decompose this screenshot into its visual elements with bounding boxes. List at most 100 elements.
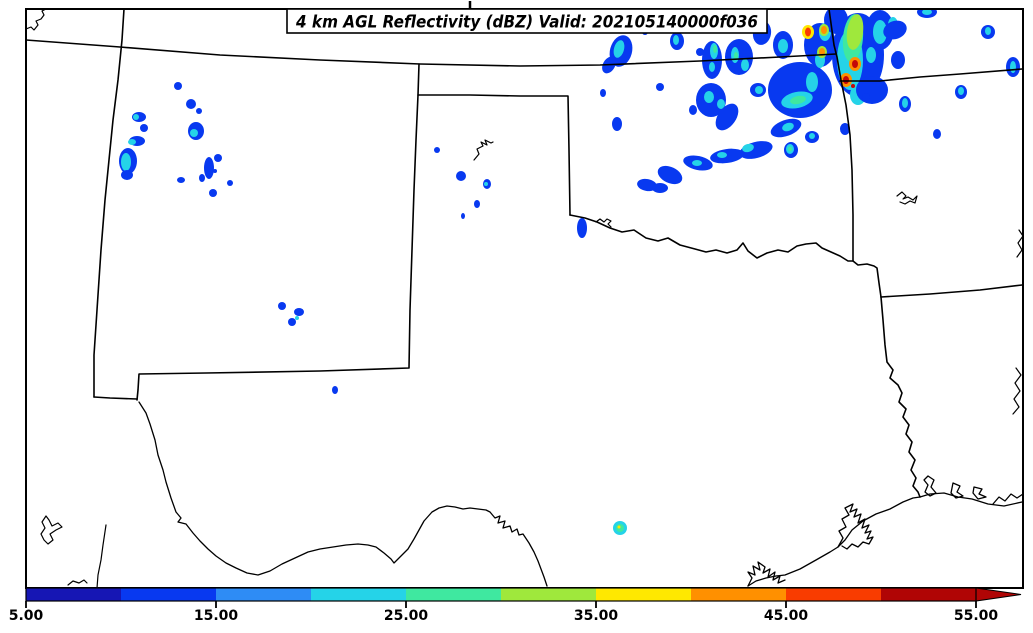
title-box-background — [286, 8, 768, 34]
radar-cell — [692, 160, 702, 166]
radar-cell — [617, 525, 621, 529]
radar-cell — [873, 20, 887, 44]
radar-cell — [768, 62, 832, 118]
coast-calcasieu-2 — [972, 486, 987, 500]
colorbar-segment — [691, 588, 786, 601]
radar-cell — [755, 86, 763, 94]
colorbar-tick-label: 15.00 — [194, 608, 239, 624]
radar-cell — [1010, 61, 1016, 73]
radar-cell — [456, 171, 466, 181]
colorbar-segment — [216, 588, 311, 601]
radar-cell — [434, 147, 440, 153]
border-nm-tx — [136, 63, 420, 401]
radar-cell — [209, 189, 217, 197]
river-san-juan — [26, 9, 47, 31]
border-ks-mo-ok-ar — [828, 9, 854, 262]
radar-cell — [174, 82, 182, 90]
radar-cell — [734, 52, 738, 60]
colorbar-segment — [121, 588, 216, 601]
radar-cell — [656, 2, 666, 6]
coast-matagorda — [747, 561, 786, 587]
radar-cell — [121, 170, 133, 180]
radar-cell — [862, 93, 870, 101]
radar-cell — [278, 302, 286, 310]
radar-cell — [778, 39, 788, 53]
river-canadian-2 — [595, 218, 612, 228]
radar-cell — [742, 143, 754, 153]
radar-cell — [140, 124, 148, 132]
radar-cell — [840, 123, 850, 135]
radar-cells-layer — [119, 2, 1020, 535]
radar-cell — [288, 318, 296, 326]
radar-cell — [186, 99, 196, 109]
coast-sabine-lake — [923, 475, 937, 497]
colorbar-segment — [501, 588, 596, 601]
radar-cell — [788, 146, 792, 152]
radar-cell — [673, 35, 679, 45]
radar-cell — [717, 152, 727, 158]
radar-cell — [717, 99, 725, 109]
border-ok-panhandle — [417, 94, 571, 216]
radar-cell — [657, 165, 683, 185]
radar-cell — [295, 316, 299, 320]
colorbar-segment — [311, 588, 406, 601]
radar-cell — [704, 91, 714, 103]
radar-cell — [846, 14, 864, 50]
radar-cell — [883, 20, 907, 40]
border-mo-ar-365n — [839, 68, 1023, 82]
radar-cell — [121, 153, 131, 171]
radar-cell — [809, 133, 815, 139]
radar-cell — [128, 139, 136, 145]
coast-rio-grande-south-tx — [138, 401, 548, 587]
squiggle-mexico — [67, 579, 88, 586]
colorbar-tick-label: 55.00 — [954, 608, 999, 624]
colorbar-outline — [25, 587, 977, 602]
border-ar-la-33n — [880, 284, 1023, 298]
radar-cell — [652, 183, 668, 193]
radar-cell — [933, 129, 941, 139]
radar-cell — [806, 72, 818, 92]
colorbar-segment — [26, 588, 121, 601]
radar-cell — [741, 59, 749, 71]
radar-cell — [689, 105, 697, 115]
radar-cell — [484, 182, 488, 186]
border-az-nm — [93, 9, 125, 398]
radar-cell — [852, 60, 858, 68]
radar-cell — [709, 62, 715, 72]
radar-cell — [577, 218, 587, 238]
radar-cell — [985, 27, 991, 35]
radar-cell — [710, 148, 744, 164]
radar-cell — [656, 83, 664, 91]
radar-cell — [958, 87, 964, 95]
radar-cell — [696, 48, 704, 56]
radar-cell — [294, 308, 304, 316]
state-borders-layer — [26, 9, 1023, 498]
colorbar-tick-label: 25.00 — [384, 608, 429, 624]
radar-cell — [190, 129, 198, 137]
colorbar-segment — [881, 588, 976, 601]
coastline-layer — [138, 401, 1023, 587]
colorbar: 5.00 15.00 25.00 35.00 45.00 55.00 — [9, 587, 1022, 624]
radar-cell — [782, 122, 794, 132]
radar-cell — [725, 39, 753, 75]
title-box: 4 km AGL Reflectivity (dBZ) Valid: 20210… — [286, 8, 768, 34]
coast-la-marsh — [992, 493, 1023, 505]
radar-cell — [713, 45, 717, 53]
radar-cell — [199, 174, 205, 182]
radar-cell — [851, 84, 855, 88]
river-mexico — [96, 524, 107, 588]
map-title: 4 km AGL Reflectivity (dBZ) Valid: 20210… — [295, 13, 758, 32]
river-mississippi-2 — [1012, 367, 1022, 415]
radar-cell — [715, 103, 739, 131]
radar-cell — [204, 157, 214, 179]
radar-cell — [213, 169, 217, 173]
colorbar-tick-label: 5.00 — [9, 608, 44, 624]
radar-cell — [332, 386, 338, 394]
border-nm-mexico — [93, 396, 138, 400]
radar-cell — [133, 114, 139, 120]
radar-cell — [600, 89, 606, 97]
radar-cell — [613, 40, 625, 58]
radar-cell — [612, 117, 622, 131]
radar-cell — [214, 154, 222, 162]
